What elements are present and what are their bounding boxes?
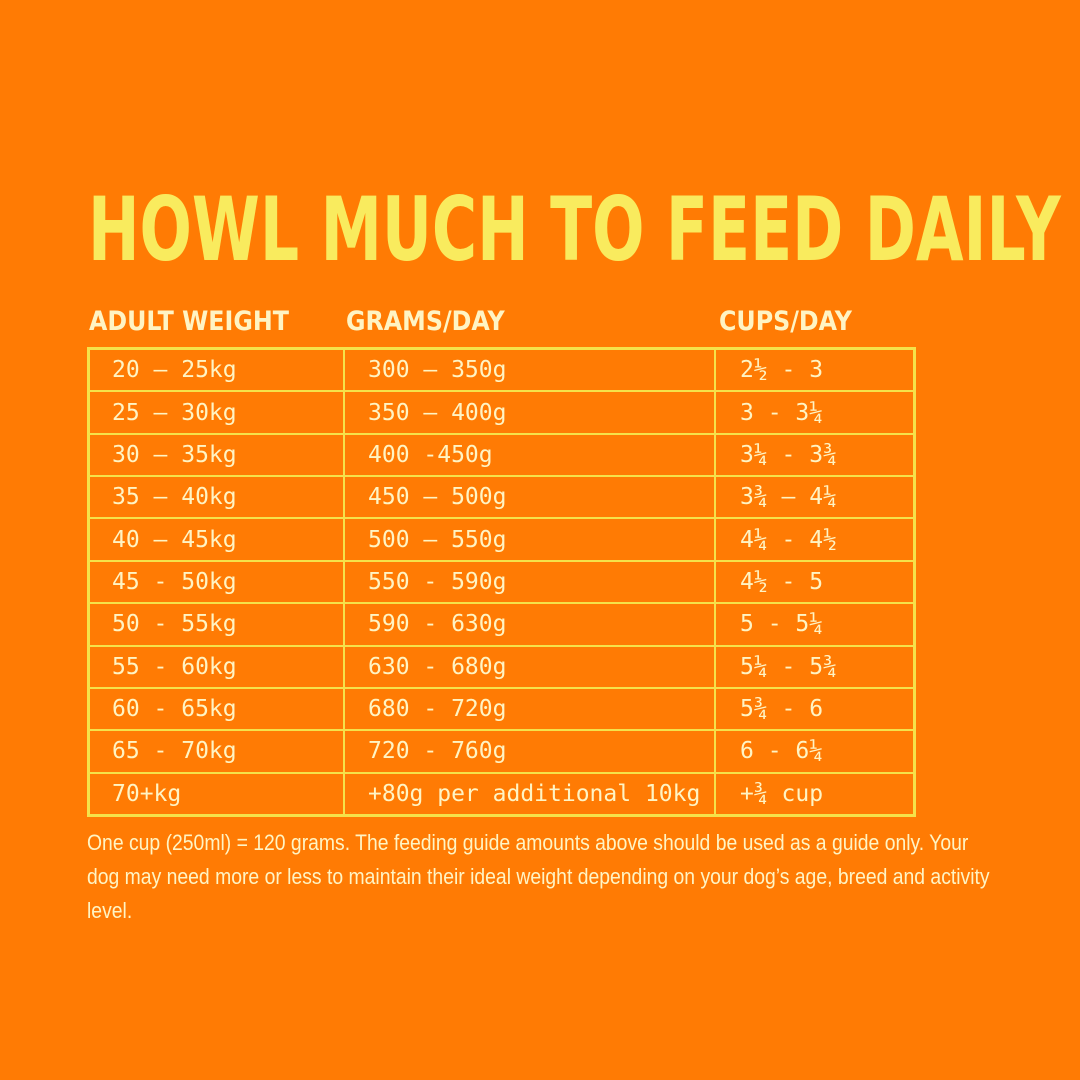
cups-cell: 2½ - 3 (740, 357, 824, 384)
table-row: 65 - 70kg 720 - 760g 6 - 6¼ (90, 731, 913, 774)
grams-cell: 350 – 400g (345, 392, 716, 433)
cups-cell: 5¼ - 5¾ (740, 653, 837, 680)
weight-cell: 30 – 35kg (90, 434, 345, 476)
header-grams-per-day: GRAMS/DAY (346, 306, 505, 337)
grams-cell: 680 - 720g (345, 688, 716, 730)
cups-cell: 3¾ – 4¼ (740, 484, 837, 511)
table-row: 20 – 25kg 300 – 350g 2½ - 3 (90, 350, 913, 393)
weight-cell: 55 - 60kg (90, 646, 345, 687)
table-row: 60 - 65kg 680 - 720g 5¾ - 6 (90, 688, 913, 732)
grams-cell: 450 – 500g (345, 477, 716, 518)
feeding-table: 20 – 25kg 300 – 350g 2½ - 3 25 – 30kg 35… (87, 347, 916, 817)
cups-cell: 3 - 3¼ (740, 399, 824, 426)
weight-cell: 40 – 45kg (90, 519, 345, 560)
grams-cell: 550 - 590g (345, 561, 716, 603)
page-title: HOWL MUCH TO FEED DAILY (88, 178, 1061, 281)
grams-cell: 720 - 760g (345, 731, 716, 772)
cups-cell: 4¼ - 4½ (740, 526, 837, 553)
grams-cell: +80g per additional 10kg (345, 773, 716, 814)
cups-cell: 5 - 5¼ (740, 611, 824, 638)
weight-cell: 20 – 25kg (90, 350, 345, 391)
grams-cell: 400 -450g (345, 434, 716, 476)
grams-cell: 630 - 680g (345, 646, 716, 687)
table-row: 30 – 35kg 400 -450g 3¼ - 3¾ (90, 434, 913, 478)
cups-cell: 4½ - 5 (740, 568, 824, 595)
weight-cell: 25 – 30kg (90, 392, 345, 433)
cups-cell: +¾ cup (740, 780, 824, 807)
weight-cell: 50 - 55kg (90, 604, 345, 645)
table-row: 50 - 55kg 590 - 630g 5 - 5¼ (90, 604, 913, 647)
grams-cell: 300 – 350g (345, 350, 716, 391)
cups-cell: 5¾ - 6 (740, 696, 824, 723)
table-row: 35 – 40kg 450 – 500g 3¾ – 4¼ (90, 477, 913, 520)
table-row: 25 – 30kg 350 – 400g 3 - 3¼ (90, 392, 913, 435)
table-row: 55 - 60kg 630 - 680g 5¼ - 5¾ (90, 646, 913, 689)
weight-cell: 60 - 65kg (90, 688, 345, 730)
header-cups-per-day: CUPS/DAY (719, 306, 852, 337)
grams-cell: 590 - 630g (345, 604, 716, 645)
weight-cell: 70+kg (90, 773, 345, 814)
weight-cell: 65 - 70kg (90, 731, 345, 772)
table-row: 40 – 45kg 500 – 550g 4¼ - 4½ (90, 519, 913, 562)
cups-cell: 3¼ - 3¾ (740, 441, 837, 468)
feeding-note: One cup (250ml) = 120 grams. The feeding… (87, 830, 990, 923)
weight-cell: 35 – 40kg (90, 477, 345, 518)
table-row: 70+kg +80g per additional 10kg +¾ cup (90, 773, 913, 814)
cups-cell: 6 - 6¼ (740, 738, 824, 765)
weight-cell: 45 - 50kg (90, 561, 345, 603)
table-row: 45 - 50kg 550 - 590g 4½ - 5 (90, 561, 913, 605)
grams-cell: 500 – 550g (345, 519, 716, 560)
header-adult-weight: ADULT WEIGHT (89, 306, 289, 337)
